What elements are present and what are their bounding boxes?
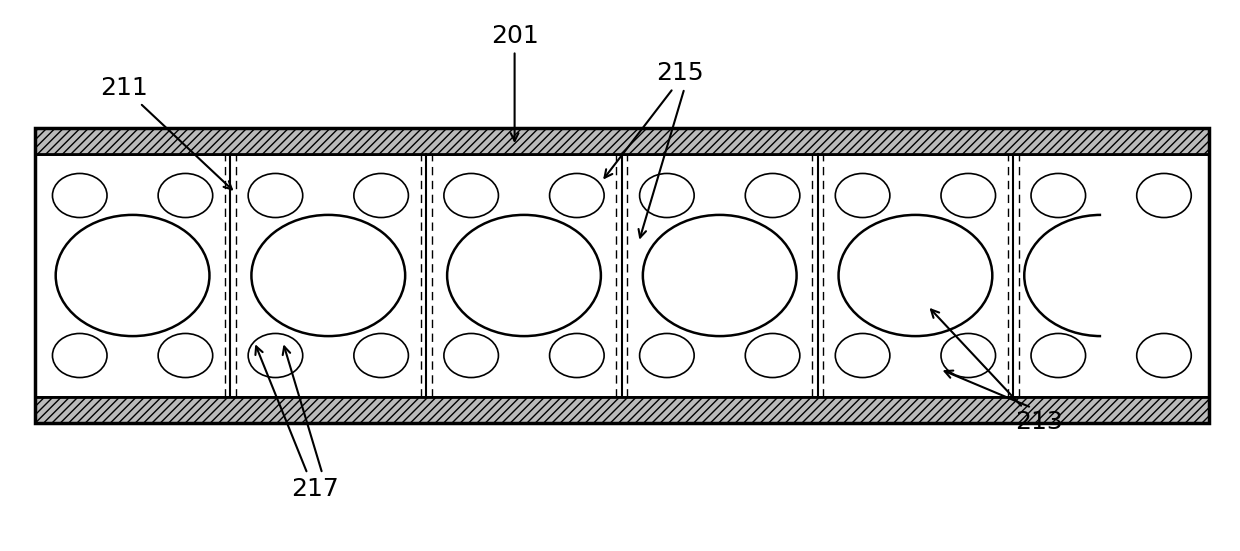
Bar — [35, 128, 1209, 154]
Bar — [35, 397, 1209, 423]
Text: 215: 215 — [656, 61, 703, 85]
Text: 213: 213 — [1016, 410, 1063, 435]
Text: 211: 211 — [100, 76, 232, 190]
Bar — [35, 154, 1209, 397]
Text: 201: 201 — [491, 24, 538, 141]
Text: 217: 217 — [291, 477, 339, 501]
Bar — [35, 128, 1209, 423]
